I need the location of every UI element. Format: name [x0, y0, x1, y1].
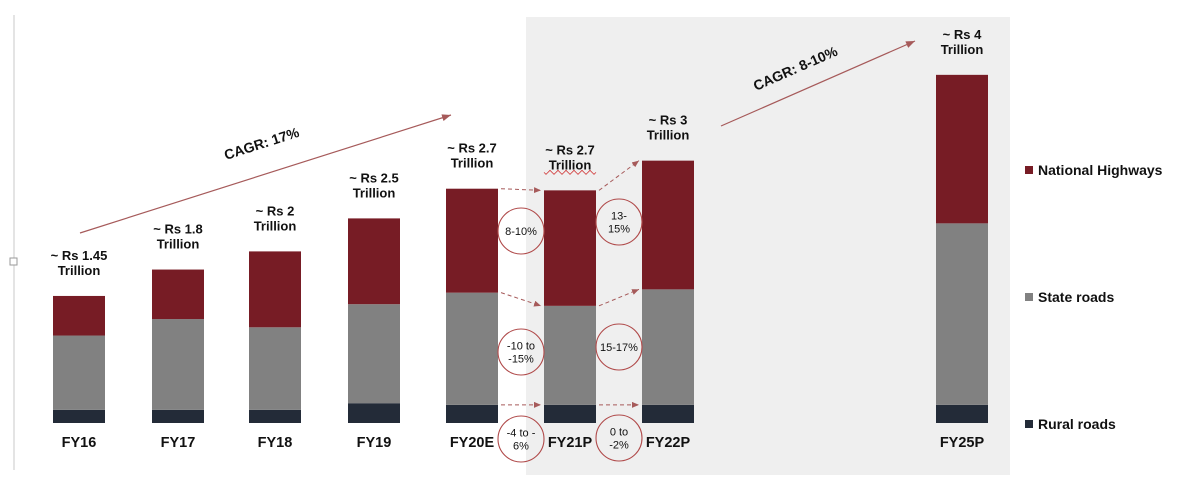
bar-state-roads-fy25p — [936, 223, 988, 405]
legend-label-national-highways: National Highways — [1038, 162, 1163, 178]
growth-callout-state-roads-fy20e: -10 to-15% — [497, 328, 545, 376]
category-label-fy19: FY19 — [357, 435, 392, 451]
total-label-fy16-unit: Trillion — [58, 263, 101, 278]
svg-text:-4 to -: -4 to - — [507, 428, 536, 440]
cagr-label-1: CAGR: 17% — [222, 124, 302, 163]
bar-national-highways-fy16 — [53, 295, 105, 336]
total-label-fy21p-unit: Trillion — [549, 157, 592, 172]
total-label-fy20e-amount: ~ Rs 2.7 — [447, 141, 497, 156]
total-label-fy21p-amount: ~ Rs 2.7 — [545, 142, 595, 157]
growth-arrow-state-roads-fy20e — [500, 292, 542, 307]
svg-text:-15%: -15% — [508, 354, 534, 366]
total-label-fy25p-unit: Trillion — [941, 42, 984, 57]
legend-label-state-roads: State roads — [1038, 289, 1114, 305]
bar-rural-roads-fy18 — [249, 409, 301, 423]
bar-rural-roads-fy20e — [446, 404, 498, 423]
bar-state-roads-fy16 — [53, 335, 105, 410]
growth-callout-rural-roads-fy21p: 0 to-2% — [595, 414, 643, 462]
svg-text:8-10%: 8-10% — [505, 226, 537, 238]
category-label-fy25p: FY25P — [940, 435, 985, 451]
bar-rural-roads-fy17 — [152, 409, 204, 423]
bar-national-highways-fy20e — [446, 188, 498, 293]
growth-arrow-state-roads-fy21p — [598, 288, 640, 307]
svg-text:15-17%: 15-17% — [600, 342, 638, 354]
svg-text:13-: 13- — [611, 211, 627, 223]
total-label-fy17-amount: ~ Rs 1.8 — [153, 222, 203, 237]
bar-state-roads-fy18 — [249, 327, 301, 410]
total-label-fy16-amount: ~ Rs 1.45 — [51, 248, 108, 263]
bar-rural-roads-fy19 — [348, 403, 400, 423]
total-label-fy17-unit: Trillion — [157, 237, 200, 252]
svg-text:-10 to: -10 to — [507, 341, 535, 353]
spellcheck-underline — [543, 169, 597, 175]
legend-label-rural-roads: Rural roads — [1038, 416, 1116, 432]
svg-text:-2%: -2% — [609, 440, 629, 452]
total-label-fy18-amount: ~ Rs 2 — [256, 203, 295, 218]
bar-national-highways-fy18 — [249, 251, 301, 328]
total-label-fy22p-amount: ~ Rs 3 — [649, 113, 688, 128]
bar-rural-roads-fy16 — [53, 409, 105, 423]
bar-state-roads-fy22p — [642, 289, 694, 405]
svg-text:6%: 6% — [513, 441, 529, 453]
growth-callout-national-highways-fy21p: 13-15% — [595, 198, 643, 246]
bar-state-roads-fy17 — [152, 319, 204, 410]
svg-text:0 to: 0 to — [610, 427, 628, 439]
total-label-fy19-amount: ~ Rs 2.5 — [349, 170, 399, 185]
legend-swatch-national-highways — [1025, 166, 1033, 174]
bar-rural-roads-fy25p — [936, 404, 988, 423]
bar-national-highways-fy17 — [152, 269, 204, 320]
bar-national-highways-fy21p — [544, 190, 596, 306]
total-label-fy22p-unit: Trillion — [647, 128, 690, 143]
growth-callout-state-roads-fy21p: 15-17% — [595, 323, 643, 371]
svg-text:15%: 15% — [608, 224, 630, 236]
bar-state-roads-fy21p — [544, 305, 596, 405]
total-label-fy25p-amount: ~ Rs 4 — [943, 27, 982, 42]
total-label-fy19-unit: Trillion — [353, 185, 396, 200]
bar-state-roads-fy19 — [348, 304, 400, 404]
total-label-fy18-unit: Trillion — [254, 218, 297, 233]
growth-arrow-national-highways-fy21p — [598, 160, 640, 191]
bar-rural-roads-fy21p — [544, 404, 596, 423]
resize-handle[interactable] — [9, 257, 18, 266]
bar-national-highways-fy19 — [348, 218, 400, 305]
bar-national-highways-fy22p — [642, 160, 694, 290]
bar-national-highways-fy25p — [936, 74, 988, 224]
cagr-arrow-2 — [720, 40, 916, 127]
legend-swatch-state-roads — [1025, 293, 1033, 301]
category-label-fy21p: FY21P — [548, 435, 593, 451]
category-label-fy22p: FY22P — [646, 435, 691, 451]
legend-swatch-rural-roads — [1025, 420, 1033, 428]
bar-rural-roads-fy22p — [642, 404, 694, 423]
growth-callout-national-highways-fy20e: 8-10% — [497, 207, 545, 255]
total-label-fy20e-unit: Trillion — [451, 156, 494, 171]
category-label-fy16: FY16 — [62, 435, 97, 451]
projection-highlight-area — [526, 17, 1010, 475]
category-label-fy20e: FY20E — [450, 435, 495, 451]
bar-state-roads-fy20e — [446, 292, 498, 405]
category-label-fy17: FY17 — [161, 435, 196, 451]
cagr-arrow-1 — [79, 114, 452, 234]
category-label-fy18: FY18 — [258, 435, 293, 451]
growth-callout-rural-roads-fy20e: -4 to -6% — [497, 415, 545, 463]
